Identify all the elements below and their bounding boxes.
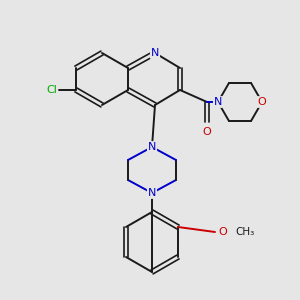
Text: N: N	[148, 188, 156, 198]
Text: N: N	[148, 142, 156, 152]
Text: O: O	[258, 97, 266, 107]
Text: N: N	[151, 48, 159, 58]
Text: CH₃: CH₃	[235, 227, 254, 237]
Text: O: O	[202, 127, 211, 137]
Text: Cl: Cl	[46, 85, 57, 95]
Text: N: N	[214, 97, 222, 107]
Text: O: O	[219, 227, 227, 237]
